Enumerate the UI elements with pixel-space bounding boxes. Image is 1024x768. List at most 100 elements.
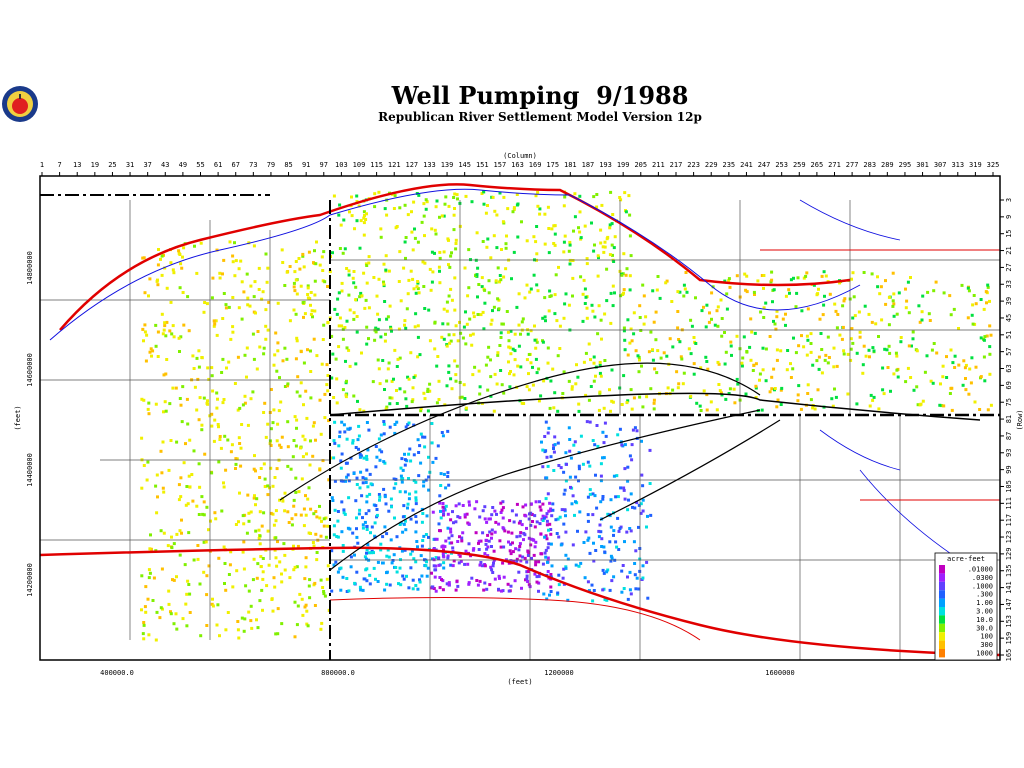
pumping-cell [762,306,766,310]
pumping-cell [805,353,809,357]
pumping-cell [246,296,250,300]
pumping-cell [245,272,249,276]
pumping-cell [442,214,446,218]
pumping-cell [428,389,432,393]
pumping-cell [775,309,779,313]
pumping-cell [495,246,499,250]
pumping-cell [383,525,387,529]
pumping-cell [345,346,349,350]
pumping-cell [753,331,757,335]
pumping-cell [846,352,850,356]
pumping-cell [427,488,431,492]
pumping-cell [768,390,772,394]
pumping-cell [550,514,554,518]
pumping-cell [934,280,938,284]
pumping-cell [146,460,150,464]
pumping-cell [355,535,359,539]
column-tick-label: 253 [775,161,788,169]
pumping-cell [401,515,405,519]
pumping-cell [423,234,426,238]
pumping-cell [206,399,209,403]
pumping-cell [876,275,879,279]
pumping-cell [506,530,510,534]
pumping-cell [240,280,244,284]
pumping-cell [551,367,555,371]
column-tick-label: 235 [723,161,736,169]
pumping-cell [546,546,550,550]
pumping-cell [223,562,227,565]
pumping-cell [214,319,218,323]
pumping-cell [369,482,373,486]
pumping-cell [475,231,479,235]
pumping-cell [216,397,219,401]
pumping-cell [315,551,319,554]
pumping-cell [263,401,267,405]
pumping-cell [656,349,660,353]
column-tick-label: 211 [652,161,665,169]
pumping-cell [540,440,543,444]
pumping-cell [311,454,315,458]
pumping-cell [476,313,480,316]
pumping-cell [464,406,468,410]
pumping-cell [480,192,484,195]
pumping-cell [534,560,538,564]
pumping-cell [413,374,417,378]
pumping-cell [517,570,521,574]
pumping-cell [486,545,490,549]
pumping-cell [676,386,680,390]
pumping-cell [367,261,371,265]
pumping-cell [513,349,517,353]
pumping-cell [442,555,446,559]
pumping-cell [323,416,327,420]
pumping-cell [545,523,549,527]
pumping-cell [382,460,386,464]
pumping-cell [450,251,453,255]
pumping-cell [306,348,309,352]
pumping-cell [275,439,279,443]
pumping-cell [544,555,548,559]
pumping-cell [257,288,261,291]
pumping-cell [436,444,440,448]
pumping-cell [453,207,456,210]
pumping-cell [299,381,303,385]
pumping-cell [527,372,530,376]
pumping-cell [299,350,303,354]
pumping-cell [629,254,633,258]
pumping-cell [942,291,946,295]
pumping-cell [406,375,410,379]
pumping-cell [294,444,298,448]
pumping-cell [382,262,386,266]
pumping-cell [264,435,268,439]
pumping-cell [171,268,175,272]
row-tick-label: 21 [1005,246,1013,254]
pumping-cell [978,408,982,411]
pumping-cell [423,435,427,439]
pumping-cell [430,441,434,445]
pumping-cell [878,292,882,296]
pumping-cell [395,389,398,392]
pumping-cell [454,247,458,251]
pumping-cell [972,294,976,297]
pumping-cell [347,293,351,297]
pumping-cell [622,329,626,333]
pumping-cell [467,500,471,504]
pumping-cell [440,578,443,581]
legend-swatch [939,607,945,616]
pumping-cell [197,462,201,466]
pumping-cell [456,540,460,543]
pumping-cell [557,265,560,269]
pumping-cell [487,279,491,283]
pumping-cell [302,361,306,365]
pumping-cell [750,330,754,334]
pumping-cell [989,403,993,407]
pumping-cell [740,364,744,368]
pumping-cell [525,577,529,581]
pumping-cell [200,428,204,432]
pumping-cell [404,397,408,401]
pumping-cell [266,493,270,497]
pumping-cell [490,545,493,548]
pumping-cell [374,504,378,508]
pumping-cell [404,326,408,330]
pumping-cell [885,348,889,352]
pumping-cell [796,276,800,280]
